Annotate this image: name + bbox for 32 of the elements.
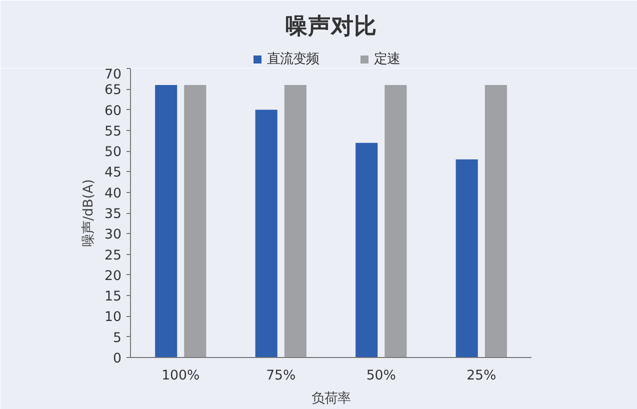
y-tick-label: 45 bbox=[104, 166, 122, 181]
y-axis-title: 噪声/dB(A) bbox=[82, 179, 97, 247]
y-tick-label: 5 bbox=[113, 330, 122, 346]
legend-label: 直流变频 bbox=[267, 50, 319, 68]
x-tick-label: 50% bbox=[366, 368, 396, 384]
bar bbox=[184, 85, 206, 358]
y-tick-label: 25 bbox=[104, 248, 122, 264]
y-tick-label: 20 bbox=[104, 268, 122, 284]
bar bbox=[255, 110, 278, 358]
y-tick-label: 35 bbox=[104, 207, 122, 222]
y-tick-label: 10 bbox=[104, 310, 122, 326]
x-tick-label: 75% bbox=[266, 368, 296, 384]
bar bbox=[484, 85, 507, 358]
bar bbox=[155, 85, 178, 358]
y-tick-label: 55 bbox=[104, 124, 122, 140]
y-tick-label: 0 bbox=[113, 352, 122, 366]
y-tick-label: 30 bbox=[104, 228, 122, 243]
x-tick-label: 100% bbox=[162, 368, 200, 384]
y-tick-label: 40 bbox=[104, 186, 122, 202]
y-tick-label: 65 bbox=[104, 83, 122, 98]
bar bbox=[284, 85, 306, 358]
y-tick-label: 50 bbox=[104, 145, 122, 160]
bar bbox=[384, 85, 407, 358]
bar bbox=[456, 159, 478, 358]
y-tick-label: 15 bbox=[104, 290, 122, 305]
bar bbox=[356, 142, 378, 358]
y-tick-label: 60 bbox=[104, 104, 122, 119]
chart-title: 噪声对比 bbox=[285, 13, 377, 40]
x-axis-title: 负荷率 bbox=[312, 390, 350, 406]
x-tick-label: 25% bbox=[466, 368, 496, 384]
legend-label: 定速 bbox=[374, 50, 400, 68]
y-tick-label: 70 bbox=[104, 68, 122, 82]
